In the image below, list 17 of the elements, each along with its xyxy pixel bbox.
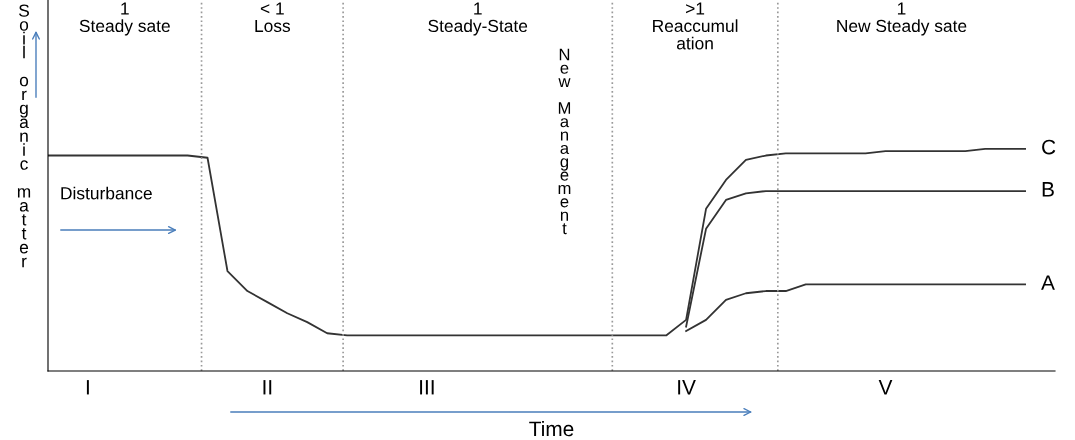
annotation: Disturbance: [61, 186, 152, 200]
text: < 1 Loss: [255, 2, 291, 33]
series-label: A: [1041, 275, 1055, 290]
text: 1 New Steady sate: [837, 2, 967, 36]
text: Soil organic matter: [17, 4, 31, 268]
text: >1 Reaccumul ation: [653, 2, 738, 50]
text: 1 Steady-State: [428, 2, 528, 36]
x-tick-label: II: [263, 380, 272, 395]
series-label: C: [1042, 139, 1056, 155]
x-tick-label: IV: [678, 380, 696, 395]
x-axis-title: Time: [529, 420, 574, 437]
text: New Management: [558, 48, 571, 235]
text: 1 Steady sate: [79, 2, 170, 36]
series-label: B: [1042, 182, 1054, 197]
x-tick-label: V: [878, 380, 893, 395]
x-tick-label: I: [86, 380, 89, 395]
x-tick-label: III: [420, 380, 434, 395]
